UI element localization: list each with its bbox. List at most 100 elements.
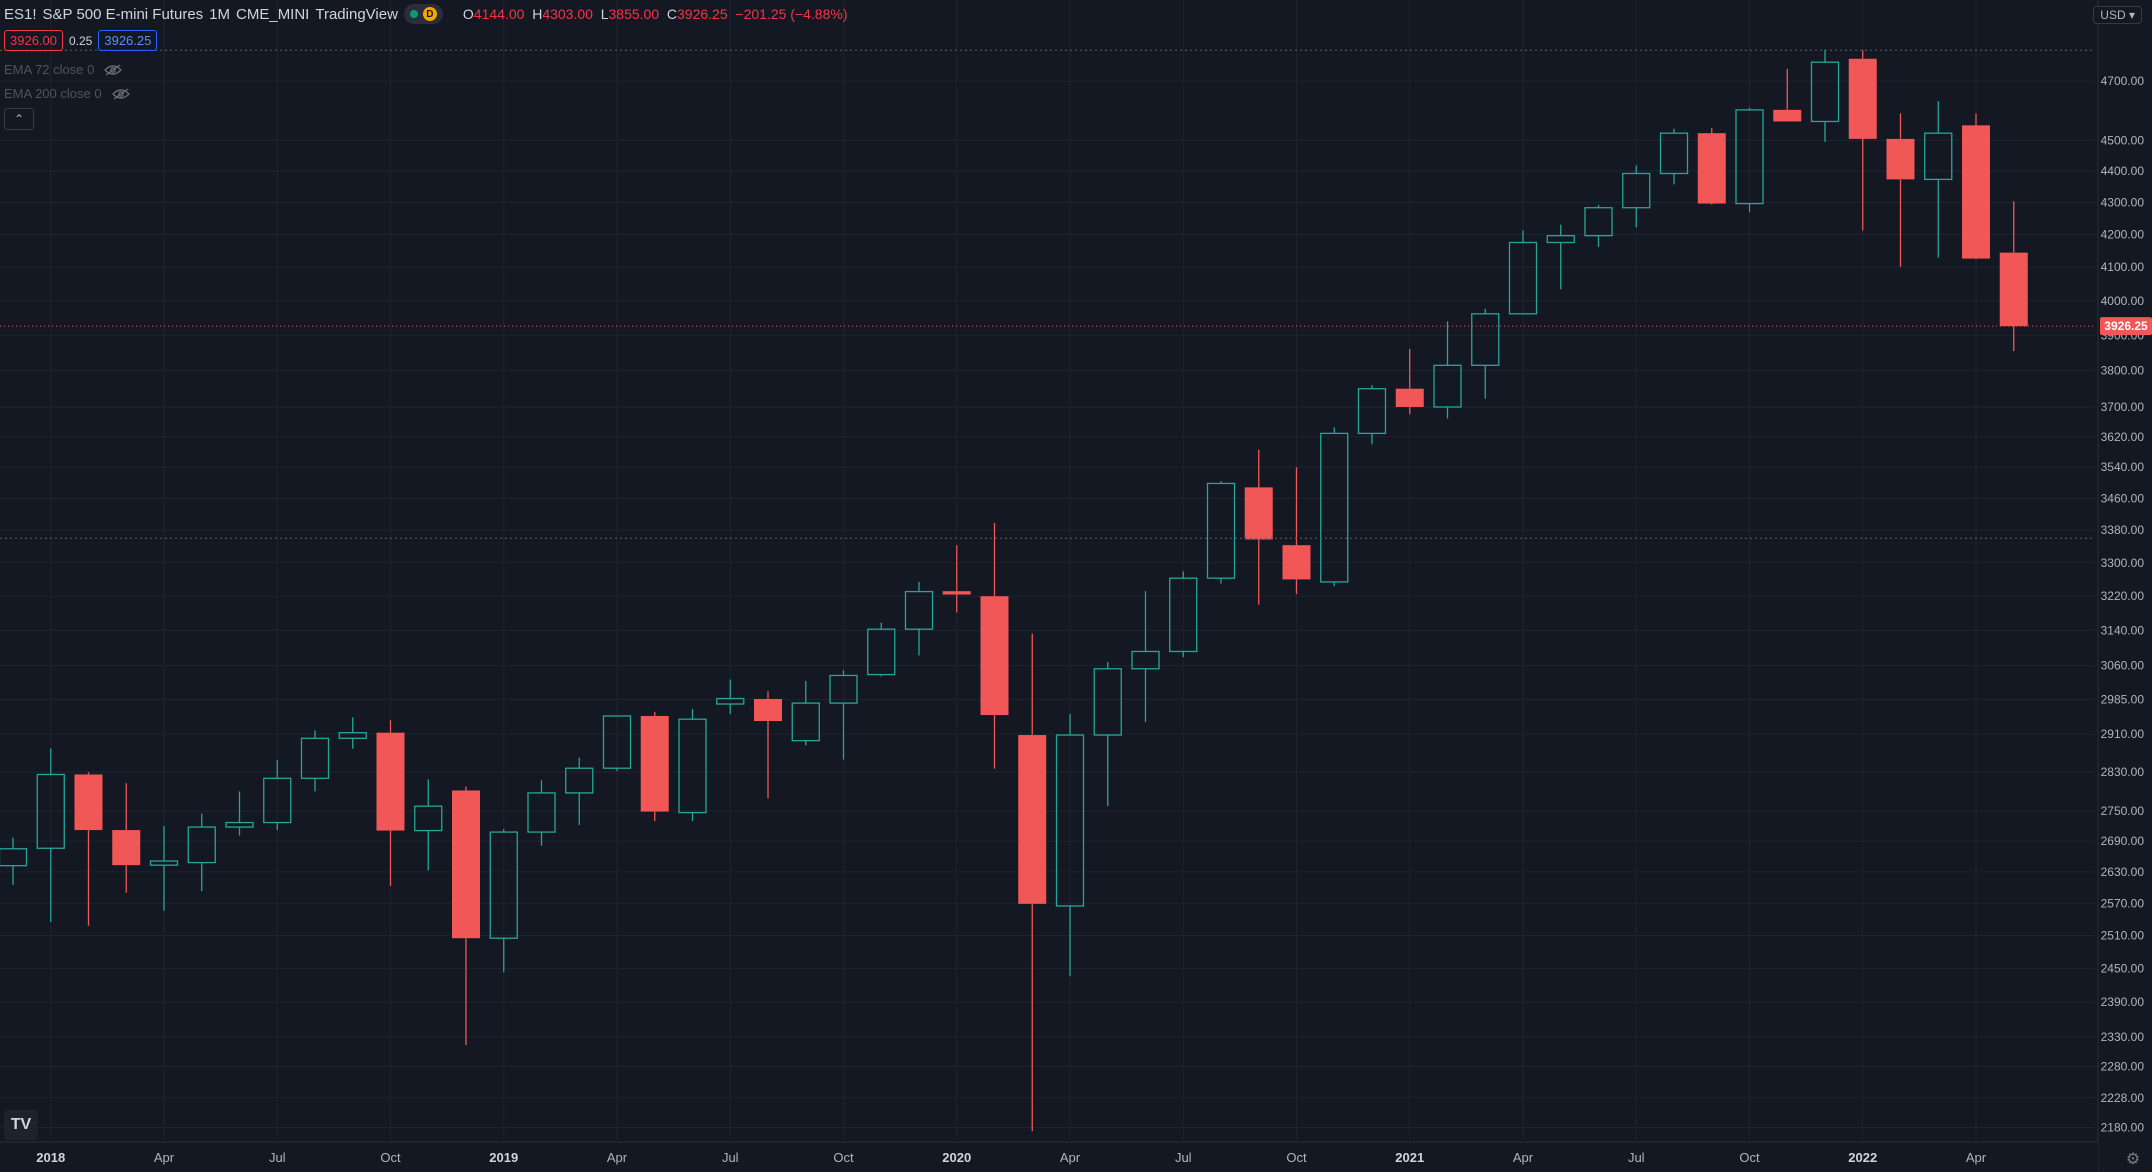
market-open-dot-icon [409,10,418,18]
y-tick-label: 2180.00 [2101,1120,2145,1134]
candle [452,786,480,1046]
time-axis[interactable] [0,1142,2098,1172]
candle-body-up [1357,388,1387,435]
x-tick-label: 2019 [489,1150,518,1165]
x-tick-label: 2022 [1848,1150,1877,1165]
quote-row: 3926.00 0.25 3926.25 [4,30,158,51]
candle-body-up [1206,482,1236,579]
y-tick-label: 2690.00 [2101,834,2145,848]
candle [716,679,745,715]
x-tick-label: Oct [380,1150,401,1165]
candle-body-down [1886,138,1915,180]
change-value: −201.25 (−4.88%) [735,6,848,22]
candle-body-down [1773,109,1802,122]
y-tick-label: 2280.00 [2101,1059,2145,1073]
symbol-label[interactable]: ES1! [4,5,37,23]
indicator-ema-72[interactable]: EMA 72 close 0 [4,62,123,77]
candle [1357,385,1387,445]
x-tick-label: Apr [1060,1150,1081,1165]
x-tick-label: 2020 [942,1150,971,1165]
collapse-legend-button[interactable]: ⌃ [4,108,34,130]
candle-body-down [1282,545,1311,580]
price-axis[interactable] [2098,0,2152,1172]
x-tick-label: Jul [1175,1150,1192,1165]
candle-body-up [187,826,216,864]
candle-body-up [867,628,896,676]
y-tick-label: 3700.00 [2101,400,2145,414]
candle-body-up [1131,650,1160,670]
candle [565,757,594,826]
candle-body-up [36,773,65,849]
y-tick-label: 2750.00 [2101,804,2145,818]
hidden-eye-icon[interactable] [104,63,123,76]
candle [1433,321,1462,419]
candle-body-down [1244,487,1273,540]
x-tick-label: Jul [1628,1150,1645,1165]
candle-body-down [1848,58,1877,139]
y-tick-label: 3460.00 [2101,491,2145,505]
x-tick-label: Jul [269,1150,286,1165]
high-key: H [532,6,543,22]
candle-body-down [942,591,971,595]
candle-body-down [1999,252,2028,327]
candle-body-up [565,767,594,794]
interval-label[interactable]: 1M [209,5,231,23]
candle [1206,481,1236,584]
y-tick-label: 3540.00 [2101,460,2145,474]
settings-gear-icon[interactable]: ⚙ [2125,1151,2141,1168]
indicator-ema-200[interactable]: EMA 200 close 0 [4,86,130,101]
candle-body-up [904,590,934,630]
candle-body-down [754,698,782,722]
candle [1055,714,1085,977]
candle [1395,348,1424,415]
candle-body-up [1508,241,1538,315]
y-tick-label: 3620.00 [2101,430,2145,444]
candle [1584,204,1613,248]
currency-label: USD [2100,8,2126,22]
close-value: 3926.25 [677,6,728,22]
y-tick-label: 3060.00 [2101,659,2145,673]
open-value: 4144.00 [473,6,525,22]
tradingview-logo-icon[interactable]: TV [4,1110,38,1140]
candle [754,691,782,799]
candle [1999,201,2028,352]
y-tick-label: 2510.00 [2101,928,2145,942]
candle [338,717,367,749]
currency-selector[interactable]: USD ▾ [2093,6,2142,24]
candle-body-down [112,830,141,866]
x-tick-label: Apr [1966,1150,1987,1165]
y-tick-label: 3800.00 [2101,364,2145,378]
chart-legend: ES1! S&P 500 E-mini Futures 1M CME_MINI … [4,4,848,24]
hidden-eye-icon[interactable] [111,87,130,100]
candle [74,772,103,926]
candle [527,780,556,846]
sell-button[interactable]: 3926.00 [4,30,63,51]
y-tick-label: 2830.00 [2101,765,2145,779]
candle-body-up [1659,132,1689,175]
candle-body-up [1584,207,1613,237]
candle-body-up [602,715,632,769]
x-tick-label: 2018 [36,1150,65,1165]
candle [376,720,405,886]
candle [1169,571,1198,658]
candle [1886,113,1915,267]
x-tick-label: Oct [833,1150,854,1165]
y-tick-label: 4100.00 [2101,260,2145,274]
x-tick-label: Apr [607,1150,628,1165]
market-status[interactable]: D [403,4,443,24]
candle-body-down [1697,133,1726,204]
candle [1773,68,1802,122]
candle [1244,449,1273,605]
candle [149,826,179,911]
y-tick-label: 3380.00 [2101,523,2145,537]
candle [1848,50,1877,231]
buy-button[interactable]: 3926.25 [98,30,158,51]
candle-body-up [1471,313,1500,366]
candle [1508,230,1538,315]
candle [36,748,65,922]
candle-body-up [1735,109,1764,205]
candle-body-up [149,860,179,866]
